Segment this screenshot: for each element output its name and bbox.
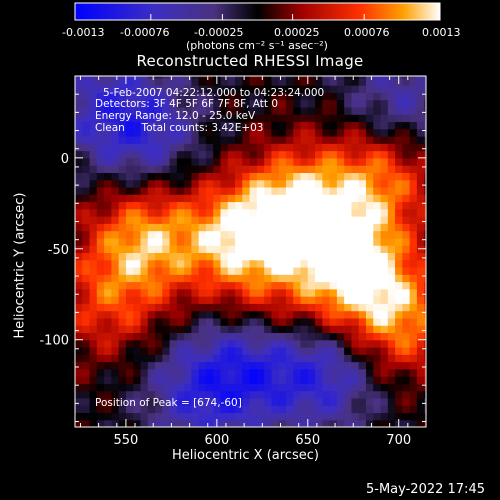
x-axis-label: Heliocentric X (arcsec) xyxy=(172,448,319,463)
detectors-info: Detectors: 3F 4F 5F 6F 7F 8F, Att 0 xyxy=(95,98,279,110)
colorbar-units: (photons cm⁻² s⁻¹ asec⁻²) xyxy=(186,39,328,52)
y-tick-label: -50 xyxy=(48,243,69,258)
energy-range-info: Energy Range: 12.0 - 25.0 keV xyxy=(95,110,256,122)
colorbar-tick-label: 0.0013 xyxy=(422,26,461,39)
x-axis: 550 600 650 700 xyxy=(79,76,427,448)
x-tick-label: 550 xyxy=(114,433,139,448)
chart-title: Reconstructed RHESSI Image xyxy=(136,52,364,70)
observation-time: 5-Feb-2007 04:22:12.000 to 04:23:24.000 xyxy=(103,87,325,99)
clean-counts-info: Clean Total counts: 3.42E+03 xyxy=(95,122,264,134)
colorbar-tick-label: 0.00076 xyxy=(344,26,390,39)
x-tick-label: 650 xyxy=(295,433,320,448)
colorbar-tick-label: -0.00076 xyxy=(120,26,170,39)
y-axis: 0 -50 -100 xyxy=(39,75,426,423)
peak-position: Position of Peak = [674,-60] xyxy=(95,397,242,409)
x-tick-label: 600 xyxy=(204,433,229,448)
y-axis-label: Heliocentric Y (arcsec) xyxy=(12,192,28,339)
colorbar-gradient xyxy=(74,2,441,21)
y-tick-label: 0 xyxy=(61,152,69,167)
colorbar-tick-label: -0.00025 xyxy=(194,26,244,39)
colorbar-ticks xyxy=(74,14,441,20)
x-tick-label: 700 xyxy=(386,433,411,448)
colorbar-tick-label: -0.0013 xyxy=(62,26,105,39)
timestamp: 5-May-2022 17:45 xyxy=(366,482,485,497)
y-tick-label: -100 xyxy=(39,334,69,349)
plot-frame xyxy=(74,75,427,428)
heatmap-image xyxy=(75,76,426,427)
colorbar-tick-label: 0.00025 xyxy=(274,26,320,39)
colorbar-svg xyxy=(74,2,441,21)
